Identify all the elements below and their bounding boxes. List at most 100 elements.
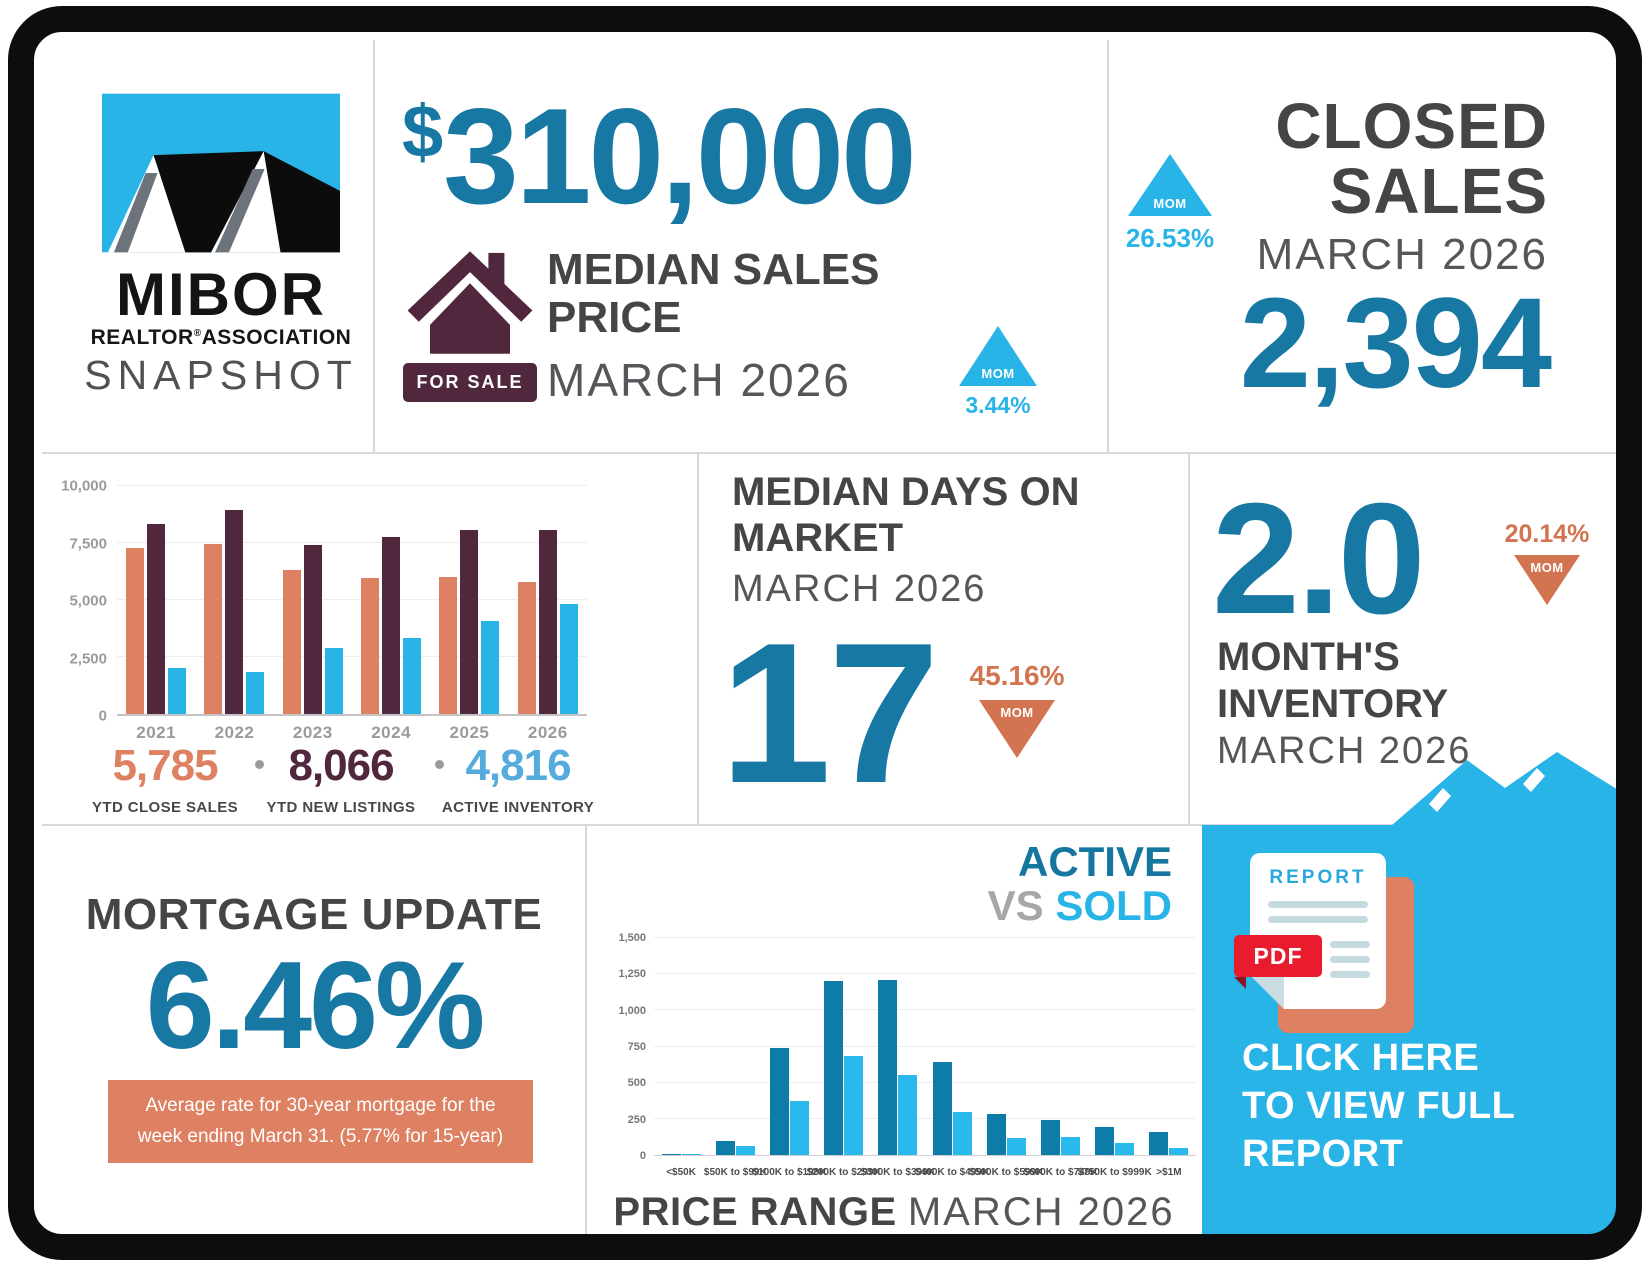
bar-group: $400K to $499K bbox=[915, 938, 989, 1178]
inventory-label-line1: MONTH'S bbox=[1217, 635, 1400, 679]
logo-brand-text: MIBOR bbox=[116, 261, 326, 328]
y-tick-label: 1,500 bbox=[618, 932, 646, 944]
doc-text-line bbox=[1330, 971, 1370, 978]
y-tick-label: 7,500 bbox=[69, 535, 107, 552]
price-range-period: MARCH 2026 bbox=[907, 1190, 1175, 1234]
mountain-decoration-icon bbox=[1391, 752, 1628, 826]
bar-ytd-new-listings bbox=[460, 530, 479, 714]
closed-sales-title-line2: SALES bbox=[1329, 155, 1548, 228]
col-divider-logo-price bbox=[373, 40, 375, 452]
gridline bbox=[654, 973, 1196, 975]
sold-title-text: SOLD bbox=[1055, 882, 1172, 930]
mom-down-triangle: MOM bbox=[979, 700, 1055, 758]
active-vs-sold-title: ACTIVE VS SOLD bbox=[710, 839, 1172, 930]
col-divider-mortgage-pricerange bbox=[585, 826, 587, 1248]
days-title-line1: MEDIAN DAYS ON bbox=[732, 470, 1080, 514]
bar-group: 2025 bbox=[430, 486, 508, 742]
stat-label: YTD CLOSE SALES bbox=[91, 799, 239, 816]
bar-active bbox=[715, 1140, 735, 1155]
gridline bbox=[654, 1045, 1196, 1047]
doc-text-line bbox=[1268, 916, 1368, 923]
ytd-bar-chart: 0 2,500 5,000 7,500 10,000 2021 2022 2023 2024 2… bbox=[61, 478, 587, 742]
y-tick-label: 0 bbox=[98, 707, 107, 725]
gridline bbox=[117, 656, 587, 657]
months-inventory-label: MONTH'S INVENTORY bbox=[1217, 634, 1448, 728]
dot-separator bbox=[435, 760, 444, 769]
bar-active bbox=[824, 981, 844, 1155]
price-chart-plot-area: <$50K $50K to $99K $100K to $199K $200K to … bbox=[654, 937, 1196, 1178]
col-divider-price-closed bbox=[1107, 40, 1109, 452]
mortgage-rate-value: 6.46% bbox=[145, 937, 486, 1075]
gridline bbox=[117, 599, 587, 600]
view-full-report-link[interactable]: CLICK HERE TO VIEW FULL REPORT bbox=[1242, 1035, 1515, 1179]
stat-ytd-close-sales: 5,785 YTD CLOSE SALES bbox=[65, 741, 265, 816]
x-tick-label: 2025 bbox=[449, 723, 490, 742]
inventory-mom-value: 20.14% bbox=[1504, 520, 1590, 548]
stat-ytd-new-listings: 8,066 YTD NEW LISTINGS bbox=[241, 741, 441, 816]
days-on-market-period: MARCH 2026 bbox=[732, 568, 987, 610]
x-tick-label: $100K to $199K bbox=[752, 1167, 827, 1178]
x-tick-label: 2022 bbox=[214, 723, 255, 742]
page-fold-corner bbox=[1250, 975, 1284, 1009]
mom-label: MOM bbox=[1530, 560, 1564, 575]
cta-line3: REPORT bbox=[1242, 1132, 1404, 1175]
bar-group: $500K to $599K bbox=[969, 938, 1043, 1178]
median-price-label-line2: PRICE bbox=[547, 293, 682, 343]
median-price-value: $310,000 bbox=[402, 88, 917, 224]
gridline bbox=[117, 485, 587, 486]
median-price-amount: 310,000 bbox=[443, 80, 917, 232]
y-tick-label: 1,250 bbox=[618, 968, 646, 981]
gridline bbox=[654, 1009, 1196, 1011]
y-tick-label: 2,500 bbox=[69, 650, 107, 667]
closed-sales-title: CLOSED SALES bbox=[1108, 90, 1548, 228]
gridline bbox=[654, 937, 1196, 938]
days-mom-value: 45.16% bbox=[969, 660, 1065, 691]
bar-sold bbox=[1169, 1147, 1189, 1155]
x-tick-label: >$1M bbox=[1156, 1167, 1182, 1178]
bar-group: $750K to $999K bbox=[1078, 938, 1152, 1178]
logo-realtor-text: REALTOR bbox=[90, 326, 194, 349]
y-tick-label: 10,000 bbox=[61, 477, 107, 495]
doc-text-line bbox=[1330, 941, 1370, 948]
bar-active bbox=[986, 1113, 1006, 1155]
doc-text-line bbox=[1330, 956, 1370, 963]
bar-sold bbox=[790, 1100, 809, 1155]
bar-ytd-close-sales bbox=[282, 570, 301, 714]
x-tick-label: $300K to $399K bbox=[860, 1167, 935, 1178]
months-inventory-period: MARCH 2026 bbox=[1217, 730, 1472, 772]
median-price-mom-value: 3.44% bbox=[965, 392, 1031, 418]
mortgage-note: Average rate for 30-year mortgage for th… bbox=[108, 1080, 533, 1163]
cta-line1: CLICK HERE bbox=[1242, 1037, 1480, 1079]
days-title-line2: MARKET bbox=[732, 515, 904, 560]
bar-active-inventory bbox=[246, 671, 265, 714]
x-tick-label: 2021 bbox=[136, 723, 177, 742]
bar-group: >$1M bbox=[1142, 938, 1196, 1178]
price-chart-y-axis: 0 250 500 750 1,000 1,250 1,500 bbox=[606, 932, 654, 1162]
pdf-badge-fold bbox=[1234, 977, 1246, 989]
mom-up-triangle: MOM bbox=[959, 326, 1037, 386]
x-tick-label: $500K to $599K bbox=[969, 1167, 1044, 1178]
bar-active-inventory bbox=[559, 604, 578, 714]
mibor-logo bbox=[102, 93, 340, 253]
row-divider-2 bbox=[42, 824, 1628, 826]
median-price-label: MEDIAN SALES PRICE bbox=[547, 245, 880, 343]
col-divider-days-inventory bbox=[1188, 454, 1190, 824]
bar-sold bbox=[1061, 1136, 1081, 1155]
bar-ytd-close-sales bbox=[517, 582, 536, 714]
days-on-market-title: MEDIAN DAYS ON MARKET bbox=[732, 470, 1079, 561]
stat-active-inventory: 4,816 ACTIVE INVENTORY bbox=[418, 741, 618, 816]
bar-sold bbox=[735, 1146, 755, 1155]
bar-ytd-new-listings bbox=[303, 545, 322, 714]
closed-sales-mom-value: 26.53% bbox=[1125, 223, 1215, 253]
bar-active-inventory bbox=[481, 621, 500, 714]
pdf-report-icon[interactable]: REPORT PDF bbox=[1234, 853, 1425, 1033]
view-full-report-panel[interactable]: REPORT PDF CLICK HERE TO VIEW FULL REPOR… bbox=[1202, 825, 1628, 1248]
bar-active bbox=[661, 1153, 681, 1155]
closed-sales-title-line1: CLOSED bbox=[1275, 90, 1548, 162]
report-doc-title: REPORT bbox=[1269, 867, 1367, 888]
median-price-label-line1: MEDIAN SALES bbox=[547, 245, 880, 294]
bar-sold bbox=[952, 1111, 972, 1155]
bar-active bbox=[1149, 1131, 1169, 1155]
x-tick-label: $750K to $999K bbox=[1077, 1167, 1152, 1178]
stat-label: YTD NEW LISTINGS bbox=[266, 799, 416, 816]
